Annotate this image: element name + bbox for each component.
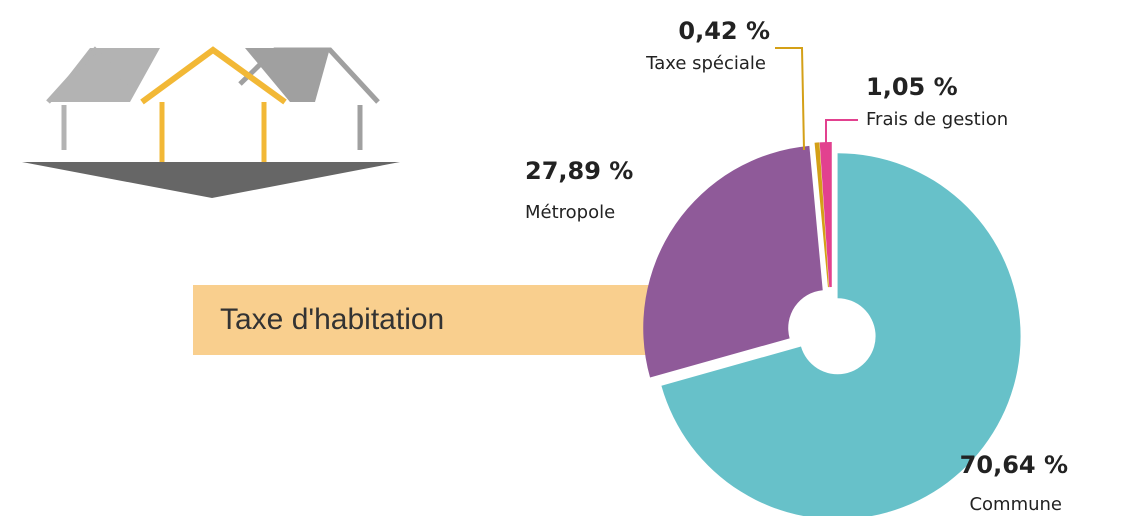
pie-slice <box>819 142 832 288</box>
category-label: Métropole <box>525 202 615 223</box>
chart-title: Taxe d'habitation <box>220 303 444 336</box>
category-label: Frais de gestion <box>866 109 1008 130</box>
value-label: 0,42 % <box>678 17 770 45</box>
value-label: 70,64 % <box>960 451 1068 479</box>
leader-line <box>825 119 858 150</box>
leader-line <box>775 47 805 151</box>
pie-slice <box>814 142 829 288</box>
category-label: Taxe spéciale <box>645 53 766 74</box>
value-label: 1,05 % <box>866 73 958 101</box>
pie-slice <box>643 145 823 378</box>
category-label: Commune <box>969 494 1062 515</box>
title-box <box>193 285 663 355</box>
value-label: 27,89 % <box>525 157 633 185</box>
house-icon <box>22 46 400 198</box>
pie-slice <box>661 153 1021 516</box>
